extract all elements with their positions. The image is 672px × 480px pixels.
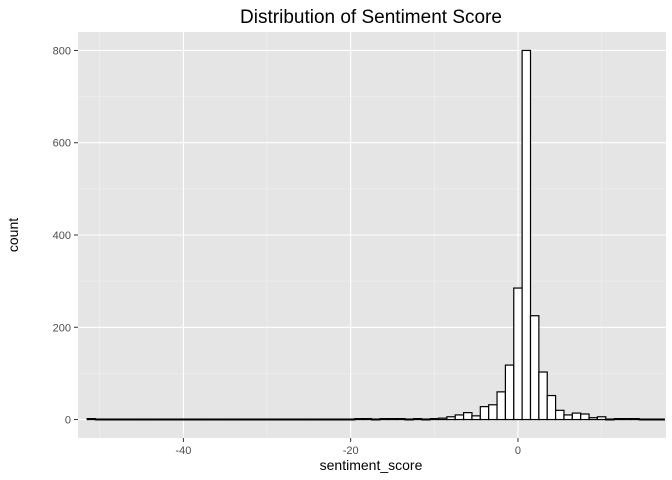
histogram-bar — [262, 418, 272, 421]
histogram-bar — [471, 415, 481, 421]
histogram-bar — [621, 418, 632, 421]
histogram-bar — [111, 418, 122, 421]
histogram-bar — [161, 418, 172, 421]
x-tick-label: -40 — [175, 445, 191, 457]
histogram-bar — [237, 418, 247, 421]
histogram-bar — [596, 416, 607, 421]
histogram-bar — [295, 418, 306, 421]
histogram-bar — [580, 413, 590, 421]
histogram-bar — [278, 418, 289, 421]
histogram-bar — [253, 418, 264, 421]
histogram-bar — [504, 364, 515, 421]
chart-title: Distribution of Sentiment Score — [240, 7, 502, 28]
histogram-bar — [571, 412, 582, 421]
histogram-bar — [655, 418, 665, 421]
histogram-bar — [329, 418, 339, 421]
histogram-bar — [538, 371, 548, 421]
histogram-bar — [479, 406, 490, 421]
histogram-bar — [362, 418, 373, 421]
histogram-bar — [354, 418, 364, 421]
histogram-bar — [145, 418, 155, 421]
histogram-bar — [270, 418, 281, 421]
histogram-bar — [212, 418, 222, 421]
histogram-bar — [404, 418, 415, 421]
histogram-bar — [387, 418, 398, 421]
histogram-bar — [588, 417, 599, 421]
x-tick-label: 0 — [515, 445, 521, 457]
histogram-bar — [170, 418, 180, 421]
histogram-bar — [94, 418, 105, 421]
histogram-bar — [630, 418, 640, 421]
y-tick-label: 600 — [53, 138, 71, 150]
histogram-bar — [421, 418, 431, 421]
histogram-bar — [396, 418, 406, 421]
histogram-bar — [446, 416, 456, 421]
histogram-bar — [488, 404, 498, 421]
histogram-bar — [646, 418, 657, 421]
histogram-bar — [128, 418, 138, 421]
histogram-bar — [496, 391, 507, 421]
histogram-bar — [412, 418, 423, 421]
histogram-bar — [86, 418, 97, 421]
histogram-bar — [554, 409, 565, 421]
histogram-bar — [120, 418, 130, 421]
histogram-bar — [337, 418, 348, 421]
y-tick-label: 800 — [53, 45, 71, 57]
y-tick-label: 0 — [65, 415, 71, 427]
x-tick-label: -20 — [343, 445, 359, 457]
histogram-bar — [546, 394, 557, 421]
histogram-bar — [379, 418, 389, 421]
histogram-bar — [529, 315, 540, 421]
histogram-bar — [220, 418, 230, 421]
histogram-bar — [136, 418, 147, 421]
histogram-bar — [605, 418, 615, 421]
histogram-bar — [195, 418, 205, 421]
histogram-bar — [613, 418, 624, 421]
histogram-bar — [429, 418, 440, 421]
histogram-bar — [521, 49, 532, 421]
histogram-bar — [203, 418, 214, 421]
histogram-bar — [462, 412, 473, 421]
histogram-bar — [454, 414, 465, 421]
histogram-bar — [304, 418, 314, 421]
x-axis-title: sentiment_score — [320, 457, 423, 473]
histogram-bar — [320, 418, 331, 421]
y-tick-label: 200 — [53, 322, 71, 334]
histogram-bar — [186, 418, 197, 421]
histogram-bar — [370, 418, 381, 421]
histogram-bar — [345, 418, 356, 421]
histogram-bar — [563, 414, 573, 421]
histogram-bar — [312, 418, 322, 421]
histogram-bar — [638, 418, 649, 421]
y-tick-label: 400 — [53, 230, 71, 242]
histogram-bar — [103, 418, 113, 421]
histogram-bar — [245, 418, 256, 421]
histogram-bar — [228, 418, 239, 421]
histogram-bar — [178, 418, 189, 421]
histogram-bar — [287, 418, 297, 421]
histogram-bar — [153, 418, 164, 421]
histogram-bar — [513, 287, 523, 421]
histogram-bar — [437, 417, 448, 421]
y-axis-title: count — [5, 218, 21, 252]
histogram-bars — [86, 49, 665, 421]
axes: -40 -20 0 0 200 400 600 800 — [53, 45, 521, 457]
